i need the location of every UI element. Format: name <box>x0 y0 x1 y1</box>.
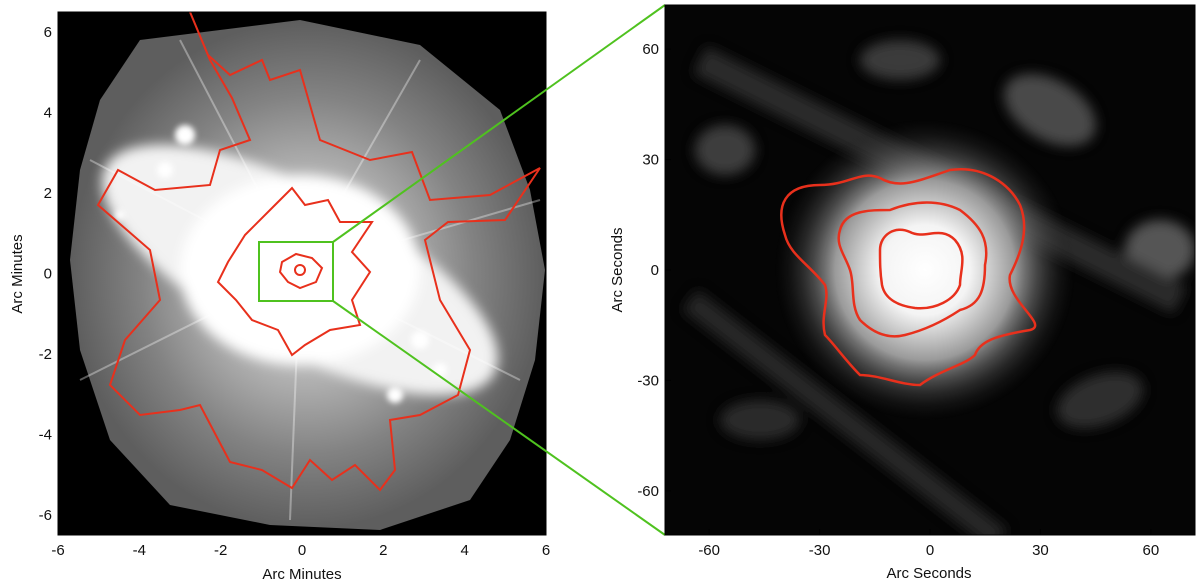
right-y-axis-label: Arc Seconds <box>609 227 626 312</box>
left-x-axis-label: Arc Minutes <box>262 566 341 583</box>
right-x-tick-label: 30 <box>1032 542 1049 559</box>
left-x-tick-label: 2 <box>379 542 387 559</box>
right-x-tick-label: -60 <box>698 542 720 559</box>
zoom-line-bottom <box>332 300 666 536</box>
right-contours <box>780 167 1037 387</box>
left-y-tick-label: -2 <box>39 346 52 363</box>
right-middle-contour <box>837 201 988 338</box>
right-x-ticks: -60 -30 0 30 60 <box>698 529 1159 559</box>
left-y-tick-label: 4 <box>44 105 52 122</box>
left-y-tick-label: -4 <box>39 426 52 443</box>
right-outer-contour <box>780 167 1037 387</box>
right-panel: -60 -30 0 30 60 60 30 0 -30 -60 Arc Seconds Arc … <box>609 4 1196 582</box>
left-y-tick-label: 0 <box>44 266 52 283</box>
left-y-tick-label: -6 <box>39 507 52 524</box>
right-y-tick-label: -30 <box>637 372 659 389</box>
right-x-axis-label: Arc Seconds <box>886 565 971 582</box>
right-y-tick-label: 60 <box>642 41 659 58</box>
left-panel: -6 -4 -2 0 2 4 6 6 4 2 0 -2 -4 -6 Arc Minutes Arc Mi… <box>9 11 550 583</box>
right-x-tick-label: -30 <box>809 542 831 559</box>
right-inner-contour <box>878 228 964 310</box>
left-x-tick-label: 4 <box>460 542 468 559</box>
core-contour <box>294 264 306 276</box>
middle-contour <box>216 186 374 357</box>
right-x-tick-label: 60 <box>1142 542 1159 559</box>
zoom-box <box>258 241 334 302</box>
left-x-ticks: -6 -4 -2 0 2 4 6 <box>51 529 550 559</box>
left-x-tick-label: -6 <box>51 542 64 559</box>
right-core-image <box>682 40 1195 535</box>
zoom-line-top <box>332 4 666 243</box>
outer-contour <box>96 11 541 492</box>
left-contours <box>96 11 541 492</box>
left-x-tick-label: 6 <box>542 542 550 559</box>
left-y-tick-label: 6 <box>44 24 52 41</box>
right-y-tick-label: 0 <box>651 262 659 279</box>
left-x-tick-label: -4 <box>133 542 146 559</box>
right-y-tick-label: -60 <box>637 483 659 500</box>
left-y-axis-label: Arc Minutes <box>9 234 26 313</box>
right-y-tick-label: 30 <box>642 152 659 169</box>
right-x-tick-label: 0 <box>926 542 934 559</box>
left-x-tick-label: -2 <box>214 542 227 559</box>
left-y-tick-label: 2 <box>44 185 52 202</box>
left-nebula-image <box>70 20 545 530</box>
inner-contour <box>278 252 324 290</box>
left-y-ticks: 6 4 2 0 -2 -4 -6 <box>39 24 64 524</box>
right-y-ticks: 60 30 0 -30 -60 <box>637 41 671 500</box>
left-x-tick-label: 0 <box>298 542 306 559</box>
zoom-connector <box>332 4 666 536</box>
